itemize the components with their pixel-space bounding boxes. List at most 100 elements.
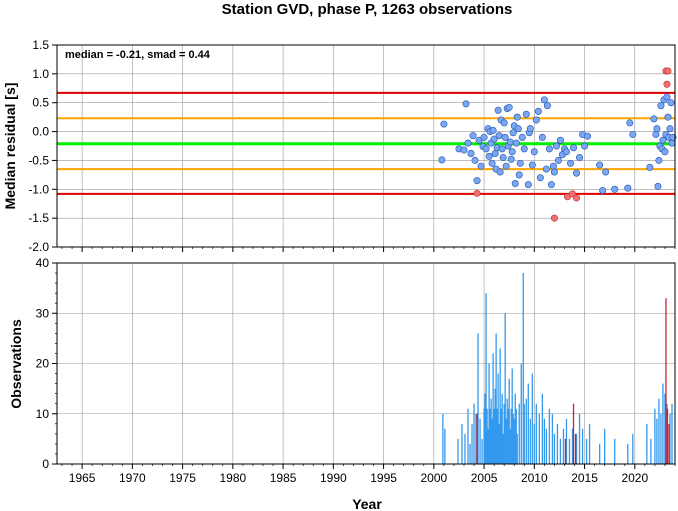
residual-outlier-point bbox=[573, 194, 581, 202]
residual-point bbox=[536, 174, 544, 182]
residual-point bbox=[629, 130, 637, 138]
residual-point bbox=[653, 125, 661, 133]
residual-x-ticks bbox=[61, 247, 676, 252]
residual-point bbox=[570, 144, 578, 152]
residual-point bbox=[542, 165, 550, 173]
residual-point bbox=[438, 156, 446, 164]
residual-point bbox=[498, 145, 506, 153]
x-axis-label: Year bbox=[352, 496, 382, 511]
residual-point bbox=[528, 161, 536, 169]
residual-point bbox=[602, 168, 610, 176]
residual-point bbox=[611, 185, 619, 193]
residual-point bbox=[518, 133, 526, 141]
residual-point bbox=[538, 133, 546, 141]
residual-point bbox=[664, 113, 672, 121]
residual-point bbox=[659, 136, 667, 144]
residual-point bbox=[652, 130, 660, 138]
count-y-axis-label: Observations bbox=[8, 319, 24, 409]
residual-point bbox=[540, 96, 548, 104]
residual-point bbox=[599, 186, 607, 194]
y-tick-label: 1.5 bbox=[32, 38, 49, 52]
residual-outlier-point bbox=[664, 67, 672, 75]
residual-point bbox=[522, 110, 530, 118]
x-tick-label: 2000 bbox=[420, 471, 447, 485]
count-bars bbox=[442, 273, 673, 464]
residual-panel: 1.5 1.0 0.5 0.0 -0.5 -1.0 -1.5 -2.0 median = -0… bbox=[2, 38, 677, 254]
residual-point bbox=[480, 133, 488, 141]
residual-point bbox=[655, 156, 663, 164]
residual-point bbox=[508, 148, 516, 156]
residual-stats-annotation: median = -0.21, smad = 0.44 bbox=[65, 49, 211, 61]
residual-point bbox=[440, 120, 448, 128]
residual-point bbox=[526, 125, 534, 133]
residual-point bbox=[512, 139, 520, 147]
residual-point bbox=[482, 145, 490, 153]
residual-point bbox=[485, 152, 493, 160]
residual-point bbox=[524, 181, 532, 189]
x-tick-label: 2005 bbox=[471, 471, 498, 485]
residual-point bbox=[500, 119, 508, 127]
residual-point bbox=[460, 146, 468, 154]
residual-point bbox=[516, 159, 524, 167]
residual-point bbox=[581, 142, 589, 150]
y-tick-label: 30 bbox=[36, 306, 50, 320]
residual-point bbox=[584, 132, 592, 140]
residual-point bbox=[554, 156, 562, 164]
residual-point bbox=[566, 159, 574, 167]
residual-point bbox=[477, 162, 485, 170]
y-tick-label: -1.5 bbox=[28, 211, 49, 225]
residual-point bbox=[573, 169, 581, 177]
residual-point bbox=[513, 113, 521, 121]
residual-point bbox=[509, 129, 517, 137]
residual-point bbox=[624, 184, 632, 192]
x-tick-label: 1965 bbox=[69, 471, 96, 485]
y-tick-label: 20 bbox=[36, 357, 50, 371]
residual-point bbox=[490, 135, 498, 143]
chart-title: Station GVD, phase P, 1263 observations bbox=[222, 1, 513, 18]
y-tick-label: 0 bbox=[42, 457, 49, 471]
residual-point bbox=[464, 139, 472, 147]
residual-point bbox=[650, 115, 658, 123]
count-panel-frame bbox=[56, 262, 676, 465]
count-y-axis: 40 30 20 10 0 bbox=[36, 256, 57, 471]
residual-point bbox=[654, 182, 662, 190]
residual-y-axis: 1.5 1.0 0.5 0.0 -0.5 -1.0 -1.5 -2.0 bbox=[28, 38, 57, 254]
residual-outlier-point bbox=[550, 214, 558, 222]
x-tick-label: 2010 bbox=[521, 471, 548, 485]
residual-outlier-point bbox=[663, 80, 671, 88]
y-tick-label: -0.5 bbox=[28, 153, 49, 167]
residual-point bbox=[491, 150, 499, 158]
residual-point bbox=[646, 163, 654, 171]
residual-point bbox=[668, 139, 676, 147]
residual-point bbox=[667, 99, 675, 107]
residual-point bbox=[530, 148, 538, 156]
y-tick-label: 0.0 bbox=[32, 125, 49, 139]
residual-point bbox=[596, 161, 604, 169]
residual-point bbox=[471, 156, 479, 164]
residual-point bbox=[511, 180, 519, 188]
residual-point bbox=[505, 103, 513, 111]
y-tick-label: 0.5 bbox=[32, 96, 49, 110]
residual-point bbox=[657, 102, 665, 110]
x-tick-label: 1970 bbox=[119, 471, 146, 485]
residual-point bbox=[495, 132, 503, 140]
residual-points bbox=[438, 67, 677, 222]
residual-point bbox=[469, 132, 477, 140]
x-tick-label: 1995 bbox=[370, 471, 397, 485]
residual-point bbox=[488, 159, 496, 167]
residual-outlier-point bbox=[473, 189, 481, 197]
residual-point bbox=[520, 145, 528, 153]
residual-point bbox=[515, 171, 523, 179]
count-x-axis: 1965 1970 1975 1980 1985 1990 1995 2000 2005 2010… bbox=[61, 464, 676, 485]
residual-point bbox=[545, 145, 553, 153]
residual-point bbox=[661, 148, 669, 156]
x-tick-label: 1990 bbox=[320, 471, 347, 485]
residual-point bbox=[547, 181, 555, 189]
y-tick-label: -2.0 bbox=[28, 240, 49, 254]
residual-point bbox=[666, 125, 674, 133]
x-tick-label: 1985 bbox=[270, 471, 297, 485]
residual-point bbox=[499, 154, 507, 162]
